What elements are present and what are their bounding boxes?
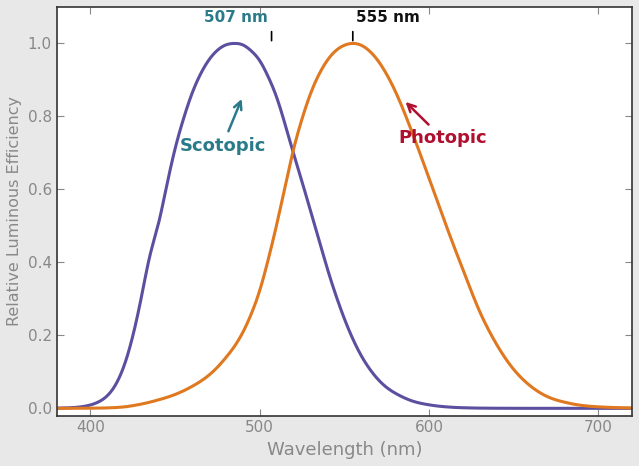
X-axis label: Wavelength (nm): Wavelength (nm) (266, 441, 422, 459)
Text: 507 nm: 507 nm (204, 10, 268, 25)
Text: 555 nm: 555 nm (356, 10, 420, 25)
Y-axis label: Relative Luminous Efficiency: Relative Luminous Efficiency (7, 96, 22, 326)
Text: Scotopic: Scotopic (180, 102, 266, 155)
Text: Photopic: Photopic (398, 104, 487, 147)
